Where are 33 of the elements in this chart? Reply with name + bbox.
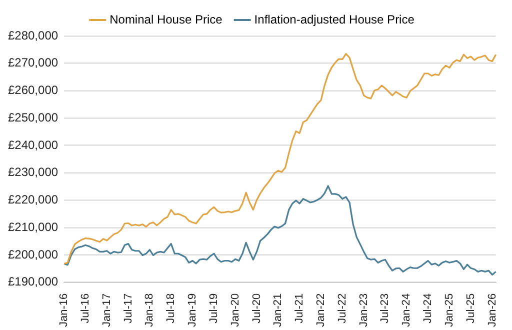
x-tick-label: Jan-21: [272, 293, 284, 328]
legend-label: Nominal House Price: [110, 12, 223, 26]
x-tick-label: Jan-19: [186, 293, 199, 328]
x-tick-label: Jul-22: [336, 293, 348, 324]
x-tick-label: Jul-18: [165, 293, 178, 324]
y-tick-label: £200,000: [8, 247, 58, 262]
x-tick-label: Jan-24: [400, 293, 413, 328]
x-tick-label: Jan-18: [144, 293, 156, 328]
y-tick-label: £210,000: [8, 220, 58, 234]
y-tick-label: £260,000: [8, 83, 58, 98]
y-tick-label: £230,000: [8, 165, 58, 180]
x-tick-label: Jul-17: [122, 293, 134, 324]
x-tick-label: Jan-17: [100, 293, 113, 328]
x-tick-label: Jul-25: [464, 293, 477, 324]
y-tick-label: £220,000: [8, 192, 58, 207]
x-tick-label: Jul-20: [250, 293, 263, 324]
legend-label: Inflation-adjusted House Price: [254, 12, 415, 26]
x-tick-label: Jan-23: [358, 293, 370, 328]
x-tick-label: Jul-23: [379, 293, 392, 324]
y-tick-label: £250,000: [8, 110, 58, 124]
x-tick-label: Jul-19: [208, 293, 220, 324]
x-tick-label: Jan-20: [229, 293, 242, 328]
y-tick-label: £280,000: [8, 28, 58, 42]
x-tick-label: Jul-16: [79, 293, 92, 324]
x-tick-label: Jan-25: [443, 293, 456, 328]
y-tick-label: £240,000: [8, 138, 58, 152]
y-tick-label: £190,000: [8, 274, 58, 289]
x-tick-label: Jan-16: [58, 293, 70, 328]
x-tick-label: Jul-24: [422, 293, 434, 324]
x-tick-label: Jan-22: [314, 293, 327, 328]
x-tick-label: Jul-21: [294, 293, 306, 324]
x-tick-label: Jan-26: [486, 293, 498, 328]
y-tick-label: £270,000: [8, 56, 58, 70]
